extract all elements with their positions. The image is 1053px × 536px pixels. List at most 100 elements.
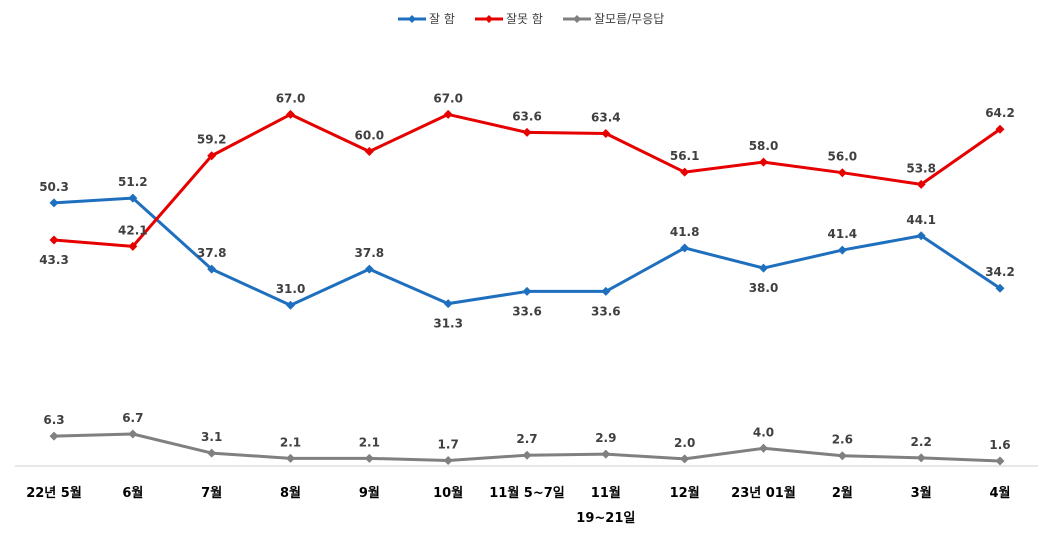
data-label-bad: 42.1 [118, 223, 148, 237]
data-label-good: 44.1 [906, 213, 936, 227]
x-tick-label: 22년 5월 [26, 485, 82, 501]
data-label-bad: 60.0 [355, 129, 385, 143]
data-point-unknown [601, 449, 611, 459]
data-point-bad [443, 109, 453, 119]
data-point-bad [680, 167, 690, 177]
data-label-unknown: 2.7 [516, 432, 537, 446]
data-label-bad: 67.0 [433, 91, 463, 105]
x-tick-label: 7월 [201, 485, 222, 501]
data-label-good: 33.6 [512, 304, 542, 318]
data-point-bad [995, 124, 1005, 134]
data-label-unknown: 2.1 [280, 435, 301, 449]
data-label-unknown: 2.9 [595, 431, 616, 445]
data-point-bad [128, 241, 138, 251]
data-point-unknown [49, 431, 59, 441]
data-point-unknown [522, 450, 532, 460]
data-point-bad [364, 147, 374, 156]
data-point-bad [286, 109, 295, 119]
data-label-bad: 56.1 [670, 149, 700, 163]
legend-item-good: 잘 함 [398, 12, 455, 26]
x-tick-label: 6월 [122, 485, 143, 501]
data-labels: 50.3 51.2 37.8 31.0 37.8 31.3 33.6 33.6 41.8 38.0… [39, 91, 1015, 452]
data-label-bad: 58.0 [749, 139, 779, 153]
legend-label: 잘모름/무응답 [594, 12, 664, 26]
data-label-unknown: 2.6 [832, 433, 853, 447]
data-point-bad [522, 127, 532, 137]
data-point-unknown [759, 443, 768, 453]
data-point-good [49, 198, 59, 208]
data-label-bad: 64.2 [985, 106, 1015, 120]
data-point-good [443, 299, 453, 309]
data-point-unknown [207, 448, 217, 458]
x-tick-label: 4월 [989, 485, 1010, 501]
data-label-good: 38.0 [749, 281, 779, 295]
x-tick-label: 3월 [911, 485, 932, 501]
data-point-unknown [837, 451, 847, 461]
data-point-good [601, 286, 611, 296]
x-tick-sublabel: 19~21일 [576, 511, 635, 526]
data-point-good [759, 263, 768, 273]
x-tick-label: 11월 5~7일 [489, 485, 565, 501]
data-label-good: 37.8 [355, 246, 385, 260]
legend-marker [485, 15, 493, 23]
data-point-good [995, 283, 1005, 293]
x-tick-label: 12월 [670, 485, 700, 501]
data-point-unknown [916, 453, 926, 463]
data-point-bad [601, 128, 611, 138]
data-label-good: 41.4 [828, 227, 858, 241]
data-label-unknown: 1.6 [989, 438, 1010, 452]
legend-item-bad: 잘못 함 [475, 12, 543, 26]
data-label-unknown: 1.7 [438, 437, 459, 451]
data-point-good [286, 300, 295, 310]
data-label-good: 31.0 [276, 282, 306, 296]
legend-marker [573, 15, 581, 23]
data-label-bad: 63.4 [591, 110, 621, 124]
data-point-good [207, 264, 217, 274]
data-point-good [680, 243, 690, 253]
data-point-unknown [286, 453, 295, 463]
data-point-bad [49, 235, 59, 245]
data-point-bad [759, 157, 768, 167]
legend-item-unknown: 잘모름/무응답 [563, 12, 664, 26]
data-label-good: 51.2 [118, 175, 148, 189]
data-label-good: 41.8 [670, 225, 700, 239]
data-label-good: 50.3 [39, 180, 69, 194]
data-label-unknown: 4.0 [753, 425, 774, 439]
data-label-good: 33.6 [591, 304, 621, 318]
data-label-good: 34.2 [985, 265, 1015, 279]
data-point-unknown [364, 453, 374, 463]
data-point-unknown [680, 454, 690, 464]
series-layer [49, 109, 1005, 466]
x-tick-label: 2월 [832, 485, 853, 501]
data-point-unknown [995, 456, 1005, 466]
data-point-unknown [128, 429, 138, 439]
x-axis-labels: 22년 5월 6월 7월 8월 9월 10월 11월 5~7일 11월 19~21일 12월 23년… [26, 485, 1010, 526]
legend-marker [408, 15, 416, 23]
data-label-good: 31.3 [433, 317, 463, 331]
data-label-good: 37.8 [197, 246, 227, 260]
x-tick-label: 10월 [433, 485, 463, 501]
data-point-bad [207, 151, 217, 161]
data-point-unknown [443, 455, 453, 465]
legend-label: 잘 함 [429, 12, 455, 26]
x-tick-label: 11월 [591, 485, 621, 501]
data-point-good [916, 231, 926, 241]
legend-label: 잘못 함 [506, 12, 543, 26]
data-point-bad [916, 179, 926, 189]
data-point-good [128, 193, 138, 203]
x-tick-label: 23년 01월 [731, 485, 796, 501]
x-tick-label: 9월 [359, 485, 380, 501]
data-label-unknown: 2.0 [674, 436, 695, 450]
data-label-unknown: 6.7 [122, 411, 143, 425]
data-label-unknown: 2.2 [911, 435, 932, 449]
x-tick-label: 8월 [280, 485, 301, 501]
data-label-unknown: 3.1 [201, 430, 222, 444]
data-label-bad: 56.0 [828, 150, 858, 164]
data-label-unknown: 6.3 [43, 413, 64, 427]
data-label-bad: 53.8 [906, 161, 936, 175]
data-point-bad [837, 168, 847, 178]
data-point-good [837, 245, 847, 255]
data-point-good [522, 286, 532, 296]
data-label-bad: 43.3 [39, 253, 69, 267]
